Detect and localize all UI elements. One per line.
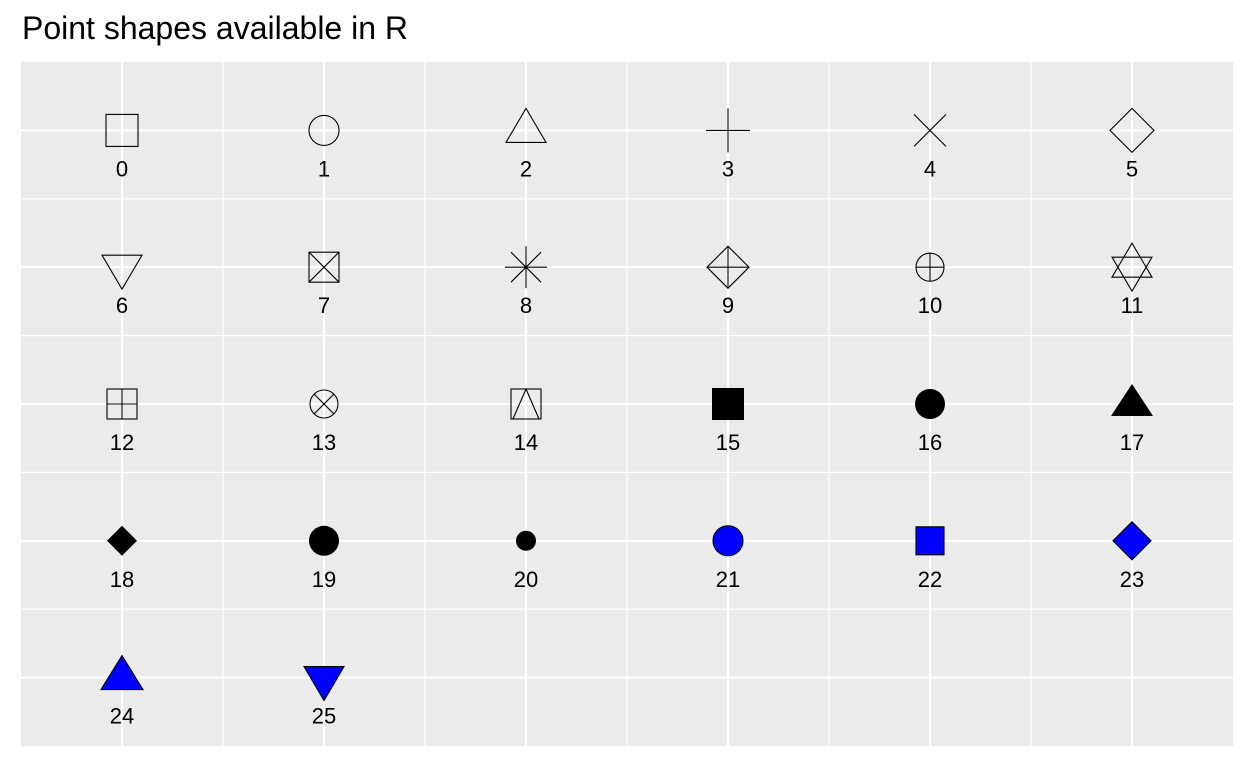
point-shape-16 xyxy=(915,389,945,419)
point-label-3: 3 xyxy=(722,156,734,181)
point-label-11: 11 xyxy=(1121,293,1144,318)
point-shape-25 xyxy=(303,666,345,702)
point-shape-20 xyxy=(516,530,536,551)
point-label-8: 8 xyxy=(520,293,532,318)
point-shape-24 xyxy=(100,654,144,691)
point-label-4: 4 xyxy=(924,156,936,181)
point-shape-6 xyxy=(101,254,143,291)
point-label-22: 22 xyxy=(918,567,942,592)
point-label-10: 10 xyxy=(918,293,942,318)
point-label-16: 16 xyxy=(918,430,942,455)
point-shape-5 xyxy=(1109,107,1155,154)
point-shape-23 xyxy=(1112,521,1152,561)
point-shape-0 xyxy=(105,113,139,147)
point-shape-13 xyxy=(309,389,339,419)
point-label-12: 12 xyxy=(110,430,134,455)
point-label-23: 23 xyxy=(1120,567,1144,592)
point-label-13: 13 xyxy=(312,430,336,455)
point-shape-12 xyxy=(106,388,138,420)
point-label-19: 19 xyxy=(312,567,336,592)
point-label-1: 1 xyxy=(318,156,330,181)
point-label-24: 24 xyxy=(110,704,134,729)
point-label-9: 9 xyxy=(722,293,734,318)
point-shape-19 xyxy=(309,525,339,556)
point-shape-22 xyxy=(915,526,945,556)
point-shape-7 xyxy=(308,251,340,283)
point-shape-18 xyxy=(107,525,137,556)
point-shape-4 xyxy=(913,114,947,147)
grid-lines xyxy=(21,62,1233,746)
point-shape-8 xyxy=(505,246,547,289)
chart-title: Point shapes available in R xyxy=(22,10,409,46)
point-label-21: 21 xyxy=(716,567,740,592)
point-shape-1 xyxy=(308,114,340,146)
point-label-15: 15 xyxy=(716,430,740,455)
point-label-0: 0 xyxy=(116,156,128,181)
point-label-17: 17 xyxy=(1120,430,1144,455)
point-label-25: 25 xyxy=(312,704,336,729)
point-shape-3 xyxy=(706,108,750,153)
point-shape-2 xyxy=(505,107,547,143)
point-label-14: 14 xyxy=(514,430,538,455)
point-label-18: 18 xyxy=(110,567,134,592)
point-shape-9 xyxy=(706,245,750,289)
point-shape-17 xyxy=(1111,384,1153,416)
point-label-7: 7 xyxy=(318,293,330,318)
point-shape-14 xyxy=(510,387,542,420)
point-label-5: 5 xyxy=(1126,156,1138,181)
point-shape-21 xyxy=(712,525,744,557)
point-shape-15 xyxy=(712,388,744,420)
point-shape-11 xyxy=(1111,242,1153,293)
point-label-6: 6 xyxy=(116,293,128,318)
point-shape-10 xyxy=(915,252,945,282)
point-label-20: 20 xyxy=(514,567,538,592)
point-label-2: 2 xyxy=(520,156,532,181)
